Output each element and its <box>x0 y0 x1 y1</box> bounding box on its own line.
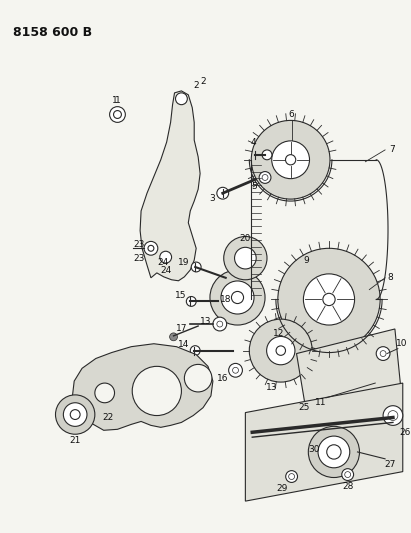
Polygon shape <box>72 344 213 430</box>
Circle shape <box>186 296 196 306</box>
Circle shape <box>231 292 244 304</box>
Polygon shape <box>245 383 403 501</box>
Circle shape <box>229 364 242 377</box>
Text: 30: 30 <box>309 446 320 455</box>
Text: 18: 18 <box>220 295 231 304</box>
Text: 16: 16 <box>217 374 229 383</box>
Circle shape <box>267 336 295 365</box>
Circle shape <box>175 93 187 104</box>
Circle shape <box>278 248 380 351</box>
Circle shape <box>262 150 272 160</box>
Text: 8: 8 <box>387 273 393 282</box>
Circle shape <box>132 366 181 416</box>
Polygon shape <box>296 329 401 413</box>
Text: 13: 13 <box>200 317 212 326</box>
Text: 23: 23 <box>134 240 145 249</box>
Circle shape <box>70 410 80 419</box>
Circle shape <box>185 365 212 392</box>
Text: 20: 20 <box>240 234 251 243</box>
Text: 17: 17 <box>175 325 187 334</box>
Text: 3: 3 <box>209 193 215 203</box>
Text: 6: 6 <box>289 110 294 119</box>
Text: 22: 22 <box>102 413 113 422</box>
Text: 1: 1 <box>115 96 120 105</box>
Text: 28: 28 <box>342 482 353 491</box>
Circle shape <box>224 237 267 280</box>
Circle shape <box>327 445 341 459</box>
Circle shape <box>272 141 309 179</box>
Circle shape <box>259 172 271 183</box>
Circle shape <box>221 281 254 314</box>
Circle shape <box>144 241 158 255</box>
Text: 29: 29 <box>276 484 287 493</box>
Text: 4: 4 <box>250 138 256 147</box>
Circle shape <box>217 187 229 199</box>
Circle shape <box>210 270 265 325</box>
Circle shape <box>342 469 353 480</box>
Circle shape <box>249 319 312 382</box>
Circle shape <box>286 155 296 165</box>
Circle shape <box>110 107 125 123</box>
Circle shape <box>376 346 390 360</box>
Circle shape <box>318 436 350 468</box>
Text: 15: 15 <box>175 291 186 300</box>
Text: 12: 12 <box>273 329 284 338</box>
Text: 7: 7 <box>389 146 395 155</box>
Circle shape <box>95 383 115 403</box>
Text: 26: 26 <box>399 428 411 437</box>
Circle shape <box>308 426 360 478</box>
Circle shape <box>170 333 178 341</box>
Circle shape <box>191 262 201 272</box>
Circle shape <box>251 120 330 199</box>
Text: 1: 1 <box>112 96 118 105</box>
Text: 14: 14 <box>178 340 189 349</box>
Text: 24: 24 <box>160 266 171 276</box>
Circle shape <box>323 293 335 305</box>
Circle shape <box>235 247 256 269</box>
Text: 13: 13 <box>266 384 278 392</box>
Circle shape <box>160 251 171 263</box>
Circle shape <box>55 395 95 434</box>
Circle shape <box>276 346 286 356</box>
Text: 5: 5 <box>252 182 257 191</box>
Circle shape <box>213 317 227 331</box>
Text: 2: 2 <box>200 77 206 86</box>
Circle shape <box>383 406 403 425</box>
Circle shape <box>286 471 298 482</box>
Text: 25: 25 <box>299 403 310 412</box>
Text: 11: 11 <box>315 398 327 407</box>
Text: 9: 9 <box>303 256 309 264</box>
Circle shape <box>63 403 87 426</box>
Text: 8158 600 B: 8158 600 B <box>13 26 92 39</box>
Circle shape <box>303 274 355 325</box>
Text: 21: 21 <box>69 435 81 445</box>
Text: 10: 10 <box>396 339 408 348</box>
Text: 23: 23 <box>134 254 145 263</box>
Text: 27: 27 <box>384 460 396 469</box>
Text: 24: 24 <box>157 257 169 266</box>
Circle shape <box>190 346 200 356</box>
Text: 19: 19 <box>178 257 189 266</box>
Text: 2: 2 <box>193 82 199 91</box>
Polygon shape <box>140 91 200 281</box>
